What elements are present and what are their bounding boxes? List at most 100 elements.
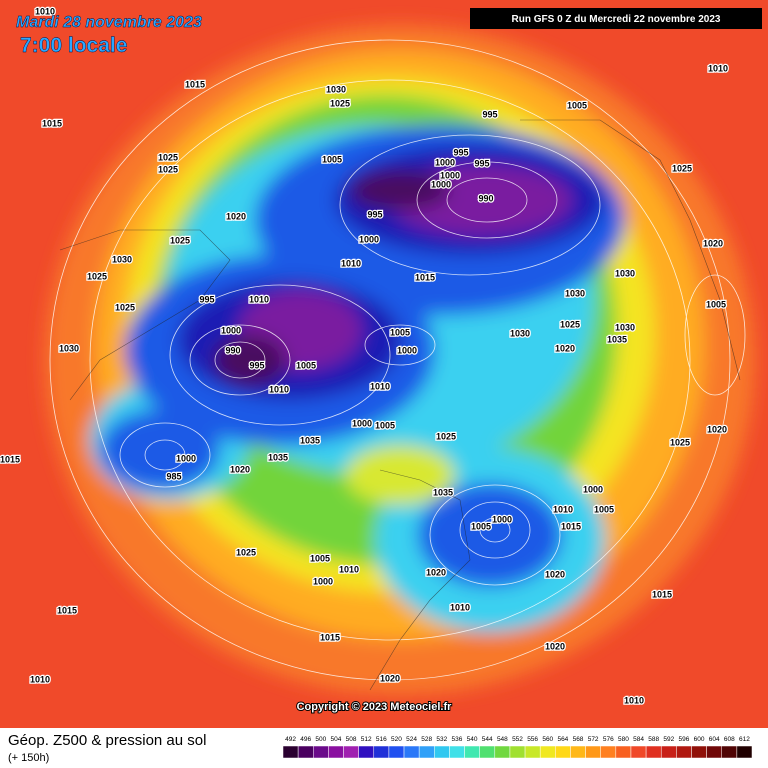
isobar-label: 1030 — [510, 328, 530, 338]
color-swatch — [509, 745, 526, 759]
isobar-label: 985 — [166, 471, 181, 481]
isobar-label: 1010 — [269, 384, 289, 394]
colorbar-label: 592 — [663, 736, 674, 743]
color-swatch — [434, 745, 450, 759]
isobar-label: 1000 — [313, 576, 333, 586]
isobar-label: 1030 — [615, 268, 635, 278]
isobar-label: 1005 — [567, 100, 587, 110]
isobar-label: 1025 — [330, 98, 350, 108]
isobar-label: 1020 — [226, 211, 246, 221]
colorbar-label: 528 — [421, 736, 432, 743]
colorbar-label: 548 — [497, 736, 508, 743]
isobar-label: 990 — [225, 345, 240, 355]
isobar-label: 1010 — [339, 564, 359, 574]
isobar-label: 1020 — [555, 343, 575, 353]
color-swatch — [524, 745, 541, 759]
color-swatch — [343, 745, 359, 759]
isobar-label: 1025 — [560, 319, 580, 329]
color-swatch — [721, 745, 738, 759]
colorbar-label: 612 — [739, 736, 750, 743]
colorbar-label: 604 — [709, 736, 720, 743]
isobars — [49, 39, 746, 681]
copyright: Copyright © 2023 Meteociel.fr — [297, 701, 453, 713]
colorbar-label: 532 — [436, 736, 447, 743]
isobar-label: 1005 — [375, 420, 395, 430]
isobar-label: 1025 — [158, 152, 178, 162]
color-swatch — [282, 745, 299, 759]
colorbar-label: 512 — [361, 736, 372, 743]
colorbar-label: 572 — [588, 736, 599, 743]
color-swatch — [313, 745, 329, 759]
color-swatch — [479, 745, 496, 759]
isobar-label: 1015 — [57, 605, 77, 615]
isobar-label: 1000 — [359, 234, 379, 244]
subtitle: 7:00 locale — [20, 34, 127, 57]
isobar-label: 1010 — [30, 674, 50, 684]
isobar-label: 1020 — [426, 567, 446, 577]
isobar-label: 1015 — [561, 521, 581, 531]
color-swatch — [539, 745, 556, 759]
isobar-label: 1020 — [545, 569, 565, 579]
isobar-label: 1005 — [390, 327, 410, 337]
color-swatch — [373, 745, 390, 759]
isobar-label: 995 — [453, 147, 468, 157]
isobar-label: 1005 — [322, 154, 342, 164]
isobar-label: 1005 — [594, 504, 614, 514]
isobar-label: 1035 — [433, 487, 453, 497]
color-swatch — [676, 745, 692, 759]
isobar-label: 1025 — [115, 302, 135, 312]
colorbar-label: 552 — [512, 736, 523, 743]
isobar-label: 1005 — [706, 299, 726, 309]
isobar-label: 1015 — [415, 272, 435, 282]
colorbar-label: 576 — [603, 736, 614, 743]
run-info: Run GFS 0 Z du Mercredi 22 novembre 2023 — [512, 14, 721, 25]
isobar-label: 1000 — [176, 453, 196, 463]
isobar-label: 990 — [478, 193, 493, 203]
isobar-label: 1015 — [0, 454, 20, 464]
color-swatch — [555, 745, 571, 759]
colorbar-label: 536 — [452, 736, 463, 743]
color-swatch — [615, 745, 632, 759]
isobar-label: 1000 — [440, 170, 460, 180]
legend-title: Géop. Z500 & pression au sol — [8, 732, 206, 749]
colorbar-label: 568 — [573, 736, 584, 743]
isobar-label: 1035 — [607, 334, 627, 344]
isobar-label: 1035 — [300, 435, 320, 445]
isobar-label: 1025 — [87, 271, 107, 281]
isobar-label: 1010 — [35, 6, 55, 16]
isobar-label: 995 — [367, 209, 382, 219]
isobar-label: 1015 — [320, 632, 340, 642]
colorbar-label: 584 — [633, 736, 644, 743]
isobar-label: 1010 — [249, 294, 269, 304]
color-swatch — [388, 745, 405, 759]
color-swatch — [358, 745, 375, 759]
color-swatch — [328, 745, 344, 759]
colorbar-label: 588 — [648, 736, 659, 743]
isobar-label: 1030 — [59, 343, 79, 353]
isobar-label: 1000 — [583, 484, 603, 494]
isobar-label: 1025 — [158, 164, 178, 174]
color-swatch — [691, 745, 707, 759]
colorbar-label: 608 — [724, 736, 735, 743]
color-swatch — [464, 745, 480, 759]
colorbar-label: 580 — [618, 736, 629, 743]
isobar-label: 1030 — [112, 254, 132, 264]
isobar-label: 1005 — [296, 360, 316, 370]
colorbar-label: 556 — [527, 736, 538, 743]
color-swatch — [645, 745, 662, 759]
colorbar: 492 496 500 504 508 512 516 520 524 528 532 536 540 5… — [282, 736, 753, 759]
colorbar-label: 540 — [467, 736, 478, 743]
color-swatch — [403, 745, 420, 759]
isobar-label: 1025 — [670, 437, 690, 447]
colorbar-label: 544 — [482, 736, 493, 743]
isobar-label: 1000 — [431, 179, 451, 189]
color-swatch — [706, 745, 722, 759]
colorbar-label: 524 — [406, 736, 417, 743]
legend-lead: (+ 150h) — [8, 752, 49, 764]
isobar-label: 1005 — [471, 521, 491, 531]
isobar-label: 1010 — [370, 381, 390, 391]
isobar-label: 1010 — [341, 258, 361, 268]
color-swatch — [449, 745, 465, 759]
color-swatch — [736, 745, 753, 759]
